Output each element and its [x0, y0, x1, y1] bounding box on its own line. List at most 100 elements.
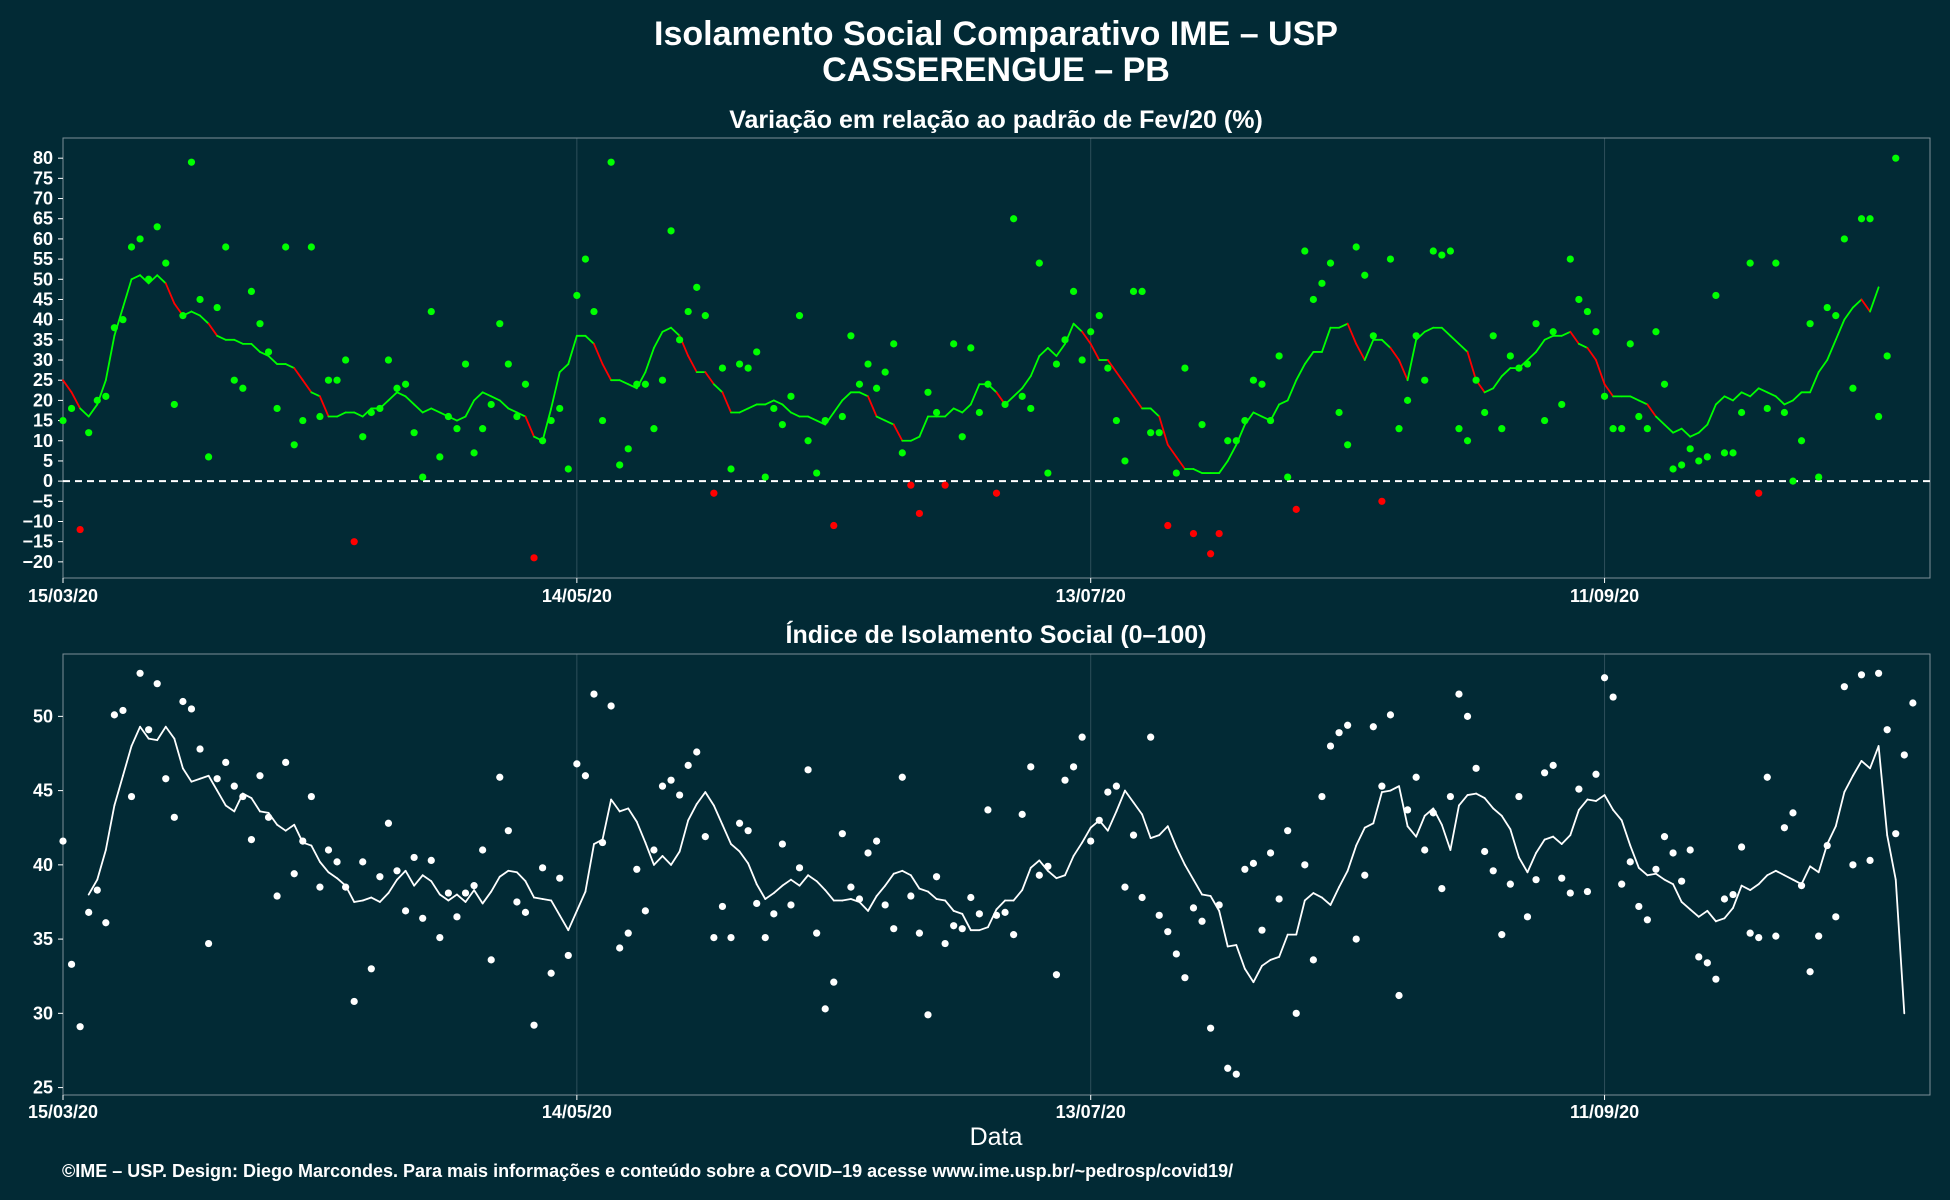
data-point — [1463, 712, 1472, 720]
moving-average-segment — [1201, 893, 1212, 897]
data-point — [1566, 889, 1574, 897]
data-point — [145, 726, 153, 734]
data-point — [1823, 303, 1831, 312]
data-point — [59, 837, 67, 845]
data-point — [804, 437, 812, 445]
data-point — [881, 368, 889, 376]
y-tick-label: −20 — [22, 552, 53, 572]
data-point — [1609, 425, 1617, 433]
data-point — [1095, 312, 1103, 320]
data-point — [1455, 690, 1463, 698]
data-point — [1823, 841, 1831, 850]
data-point — [1832, 312, 1840, 320]
data-point — [1275, 895, 1283, 903]
moving-average-segment — [1757, 387, 1769, 394]
moving-average-segment — [1577, 342, 1589, 349]
moving-average-segment — [284, 363, 296, 369]
data-point — [1489, 332, 1497, 340]
data-point — [1703, 959, 1711, 967]
moving-average-segment — [1672, 883, 1683, 903]
moving-average-segment — [1046, 347, 1058, 357]
data-point — [1061, 776, 1069, 784]
data-point — [1112, 782, 1120, 790]
moving-average-segment — [490, 395, 501, 402]
moving-average-segment — [1603, 383, 1615, 398]
data-point — [1395, 425, 1403, 433]
data-point — [102, 392, 110, 400]
data-point — [1678, 877, 1686, 885]
data-point — [436, 453, 444, 461]
moving-average-segment — [1226, 443, 1238, 462]
data-point — [479, 846, 487, 854]
data-point — [1472, 764, 1480, 772]
data-point — [359, 433, 367, 441]
moving-average-segment — [1372, 791, 1383, 825]
data-point — [1806, 968, 1814, 976]
y-tick-label: 35 — [33, 929, 53, 949]
data-point — [1386, 255, 1395, 263]
data-point — [787, 392, 795, 400]
moving-average-segment — [473, 889, 484, 905]
data-point — [1875, 669, 1883, 677]
data-point — [1481, 408, 1489, 417]
moving-average-segment — [1286, 379, 1298, 402]
data-point — [932, 408, 941, 417]
data-point — [573, 291, 581, 300]
data-point — [170, 813, 178, 821]
data-point — [1301, 247, 1309, 255]
moving-average-segment — [704, 371, 715, 386]
moving-average-segment — [627, 807, 638, 823]
moving-average-segment — [1483, 387, 1495, 394]
moving-average-segment — [1826, 825, 1837, 845]
y-tick-label: 40 — [33, 855, 53, 875]
moving-average-segment — [1192, 878, 1203, 896]
data-point — [513, 412, 521, 421]
data-point — [504, 827, 512, 835]
data-point — [1592, 770, 1600, 778]
data-point — [1446, 247, 1455, 255]
moving-average-segment — [1055, 874, 1066, 880]
data-point — [1472, 376, 1480, 384]
y-tick-label: 60 — [33, 229, 53, 249]
moving-average-segment — [644, 841, 655, 866]
data-point — [1258, 380, 1266, 388]
data-point — [1695, 953, 1703, 961]
data-point — [1669, 465, 1677, 473]
moving-average-segment — [1509, 828, 1520, 859]
data-point — [650, 846, 658, 854]
moving-average-segment — [481, 890, 493, 905]
data-point — [1352, 935, 1360, 943]
moving-average-segment — [1894, 878, 1906, 1015]
moving-average-segment — [267, 355, 279, 365]
data-point — [898, 449, 906, 457]
moving-average-segment — [1295, 363, 1306, 382]
data-point — [1489, 867, 1497, 875]
data-point — [76, 1023, 84, 1031]
moving-average-segment — [533, 896, 544, 900]
moving-average-segment — [1029, 859, 1041, 869]
data-point — [684, 761, 692, 769]
moving-average-segment — [1038, 347, 1049, 357]
moving-average-segment — [1166, 443, 1178, 458]
moving-average-segment — [944, 407, 955, 418]
data-point — [1215, 529, 1223, 538]
moving-average-segment — [670, 850, 681, 866]
moving-average-segment — [884, 872, 895, 887]
moving-average-segment — [1697, 909, 1709, 918]
moving-average-segment — [807, 874, 818, 883]
data-point — [958, 925, 966, 933]
moving-average-segment — [404, 869, 416, 887]
data-point — [110, 324, 118, 332]
data-point — [984, 380, 992, 388]
data-point — [213, 775, 221, 783]
moving-average-segment — [1809, 865, 1820, 874]
data-point — [1121, 883, 1129, 891]
data-point — [1189, 904, 1198, 912]
data-point — [547, 416, 555, 425]
moving-average-segment — [1757, 874, 1769, 886]
data-point — [1832, 913, 1840, 921]
data-point — [470, 449, 478, 457]
data-point — [633, 380, 641, 388]
data-point — [1515, 364, 1523, 372]
data-point — [479, 425, 487, 433]
